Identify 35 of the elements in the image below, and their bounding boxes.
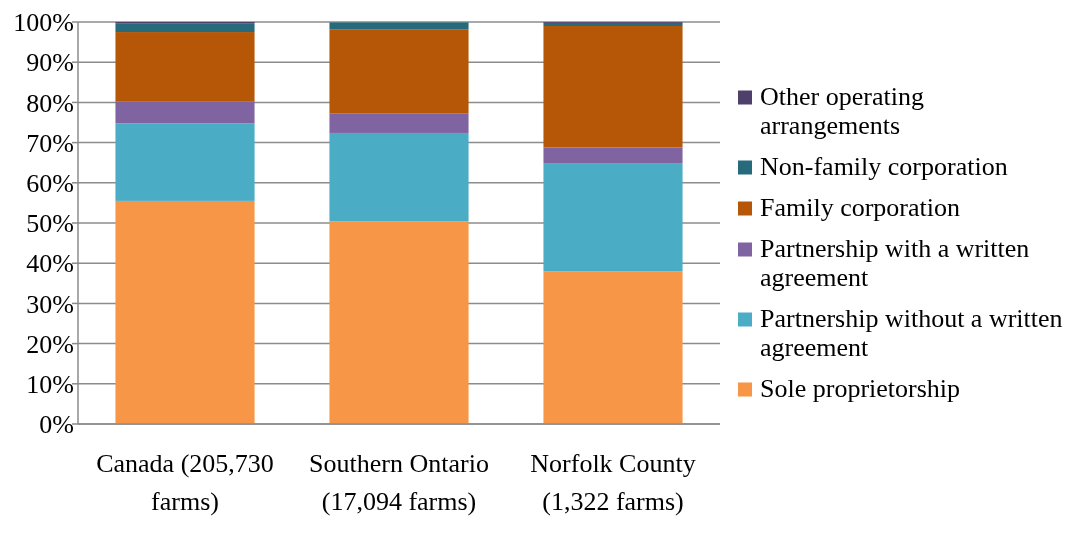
bar [329, 221, 469, 424]
y-tick-label: 20% [26, 329, 74, 359]
legend-label: Partnership without a written agreement [760, 303, 1063, 362]
y-tick-label: 60% [26, 168, 74, 198]
y-tick-label: 70% [26, 128, 74, 158]
bar [543, 163, 683, 272]
legend-label: Other operating arrangements [760, 81, 924, 140]
bar [115, 123, 255, 201]
y-tick-label: 40% [26, 249, 74, 279]
legend-label: Family corporation [760, 192, 961, 222]
x-tick-label: Canada (205,730 farms) [96, 449, 274, 516]
x-tick-label: Southern Ontario (17,094 farms) [309, 449, 489, 516]
y-tick-label: 0% [39, 410, 74, 440]
bar [329, 113, 469, 133]
bar [543, 271, 683, 424]
bar [115, 23, 255, 33]
bar [115, 200, 255, 424]
x-tick-label: Norfolk County (1,322 farms) [530, 449, 696, 516]
y-tick-label: 30% [26, 289, 74, 319]
bar [115, 32, 255, 102]
bar [329, 132, 469, 222]
bar [543, 147, 683, 164]
y-tick-label: 90% [26, 48, 74, 78]
legend-label: Sole proprietorship [760, 373, 961, 403]
bar [543, 26, 683, 148]
y-tick-label: 50% [26, 209, 74, 239]
y-tick-label: 80% [26, 88, 74, 118]
legend-label: Non-family corporation [760, 151, 1008, 181]
bar [329, 22, 469, 30]
legend-label: Partnership with a written agreement [760, 233, 1030, 292]
bar [329, 29, 469, 114]
bar [115, 101, 255, 124]
y-tick-label: 10% [26, 369, 74, 399]
y-tick-label: 100% [13, 8, 74, 38]
bar [543, 22, 683, 27]
